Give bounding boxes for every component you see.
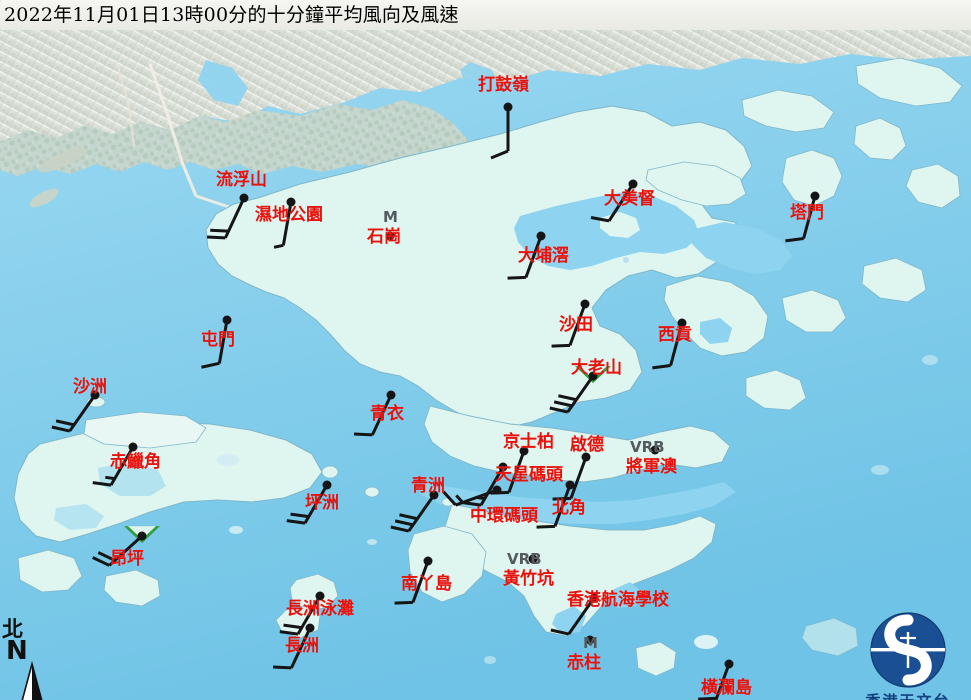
compass-rose: 北 N bbox=[2, 618, 66, 700]
station-dot bbox=[385, 231, 395, 241]
station-dot bbox=[386, 390, 396, 400]
station-label: 屯門 bbox=[201, 330, 235, 350]
station-dot bbox=[724, 659, 734, 669]
station-dot bbox=[305, 623, 315, 633]
station-label: 沙洲 bbox=[73, 377, 107, 397]
station-dot bbox=[90, 390, 100, 400]
station-label: 香港航海學校 bbox=[567, 590, 669, 610]
station-status-flag: VRB bbox=[630, 438, 665, 456]
map-base-layer bbox=[0, 30, 971, 700]
station-label: 打鼓嶺 bbox=[478, 75, 529, 95]
station-label: 青衣 bbox=[370, 404, 404, 424]
station-label: 黃竹坑 bbox=[503, 569, 554, 589]
station-dot bbox=[585, 635, 595, 645]
hko-emblem-icon bbox=[870, 612, 946, 688]
station-dot bbox=[677, 318, 687, 328]
station-dot bbox=[589, 593, 599, 603]
hko-logo: 香港天文台 HONG KONG OBSERVATORY bbox=[848, 612, 968, 700]
station-label: 赤柱 bbox=[567, 653, 601, 673]
station-label: 橫瀾島 bbox=[701, 678, 752, 698]
station-label: 北角 bbox=[552, 498, 586, 518]
station-dot bbox=[519, 446, 529, 456]
mainland-landmass bbox=[0, 30, 971, 142]
station-label: 長洲泳灘 bbox=[286, 599, 354, 619]
lamma-island bbox=[407, 525, 487, 603]
station-label: 大美督 bbox=[604, 189, 655, 209]
station-dot bbox=[429, 490, 439, 500]
north-arrow-icon bbox=[21, 660, 43, 700]
station-label: 流浮山 bbox=[216, 170, 267, 190]
station-dot bbox=[222, 315, 232, 325]
compass-label-chinese: 北 bbox=[2, 616, 23, 641]
shenzhen-greenbelt bbox=[0, 100, 498, 194]
station-dot bbox=[315, 591, 325, 601]
station-dot bbox=[536, 231, 546, 241]
station-label: 濕地公園 bbox=[255, 205, 323, 225]
station-status-flag: M bbox=[583, 634, 598, 652]
station-label: 塔門 bbox=[790, 203, 824, 223]
title-bar-texture bbox=[0, 0, 971, 30]
station-dot bbox=[498, 462, 508, 472]
sai-kung-peninsula bbox=[663, 275, 769, 357]
station-label: 中環碼頭 bbox=[470, 506, 538, 526]
station-dot bbox=[137, 531, 147, 541]
station-label: 大老山 bbox=[571, 358, 622, 378]
compass-label-english: N bbox=[6, 636, 28, 666]
station-label: 京士柏 bbox=[503, 432, 554, 452]
station-label: 西貢 bbox=[658, 325, 692, 345]
station-label: 坪洲 bbox=[305, 493, 339, 513]
chek-lap-kok-airport bbox=[83, 411, 207, 449]
station-label: 大埔滘 bbox=[518, 246, 569, 266]
tap-mun-island bbox=[781, 149, 843, 207]
new-territories-landmass bbox=[205, 105, 753, 429]
map-canvas[interactable]: 打鼓嶺 流浮山 濕地公園 石崗 M 大美督 大埔滘 塔門 沙田 大老山 西貢 屯門 沙洲 赤鱲角 青衣 坪洲青… bbox=[0, 30, 971, 700]
station-dot bbox=[239, 193, 249, 203]
station-label: 沙田 bbox=[559, 315, 593, 335]
hko-name-chinese: 香港天文台 bbox=[848, 690, 968, 700]
station-dot bbox=[565, 480, 575, 490]
station-dot bbox=[528, 554, 538, 564]
station-label: 南丫島 bbox=[401, 574, 452, 594]
station-dot bbox=[423, 556, 433, 566]
station-dot bbox=[588, 371, 598, 381]
station-label: 長洲 bbox=[285, 636, 319, 656]
station-label: 昂坪 bbox=[110, 549, 144, 569]
station-label: 啟德 bbox=[570, 435, 604, 455]
station-dot bbox=[503, 102, 513, 112]
station-status-flag: M bbox=[383, 208, 398, 226]
station-dot bbox=[492, 485, 502, 495]
peng-chau-island bbox=[321, 465, 339, 479]
page-title: 2022年11月01日13時00分的十分鐘平均風向及風速 bbox=[4, 4, 459, 26]
station-status-flag: VRB bbox=[507, 550, 542, 568]
station-label: 赤鱲角 bbox=[110, 452, 161, 472]
station-dot bbox=[581, 452, 591, 462]
cheung-chau-island bbox=[289, 573, 339, 611]
station-label: 石崗 bbox=[367, 227, 401, 247]
station-label: 將軍澳 bbox=[626, 457, 677, 477]
station-dot bbox=[628, 179, 638, 189]
station-dot bbox=[650, 445, 660, 455]
station-dot bbox=[286, 197, 296, 207]
station-dot bbox=[322, 480, 332, 490]
station-label: 青洲 bbox=[411, 476, 445, 496]
station-dot bbox=[128, 442, 138, 452]
station-dot bbox=[810, 191, 820, 201]
title-bar: 2022年11月01日13時00分的十分鐘平均風向及風速 bbox=[0, 0, 971, 30]
station-label: 天星碼頭 bbox=[495, 465, 563, 485]
station-dot bbox=[580, 299, 590, 309]
